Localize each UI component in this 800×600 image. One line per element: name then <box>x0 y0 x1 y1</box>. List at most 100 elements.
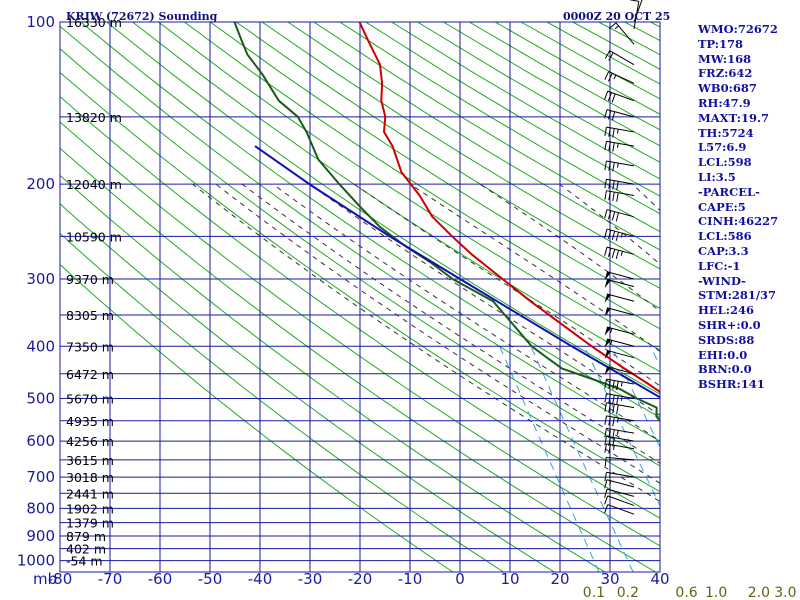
wind-barb-staff <box>606 140 635 147</box>
index-value: WB0:687 <box>698 81 757 96</box>
wind-barb-flag <box>629 0 639 2</box>
wind-barb-flag <box>608 444 611 454</box>
index-value: LCL:598 <box>698 155 752 170</box>
wind-barb-flag <box>612 394 615 404</box>
wind-barb-halfflag <box>613 74 617 80</box>
wind-barb-halfflag <box>616 143 619 148</box>
wind-barb-flag <box>608 22 617 30</box>
dry-adiabat <box>60 232 504 572</box>
wind-barb <box>604 338 635 348</box>
wind-barb-halfflag <box>609 480 612 486</box>
wind-barb-flag <box>604 436 607 446</box>
wind-barb-flag <box>611 231 616 240</box>
wind-barb-flag <box>612 380 615 390</box>
wind-barb-staff <box>606 190 635 197</box>
wind-barb-flag <box>608 436 611 446</box>
wind-barb-flag <box>604 402 607 412</box>
wind-barb <box>604 293 635 303</box>
wind-barb <box>604 471 635 482</box>
wind-barb-flag <box>616 395 619 405</box>
wind-barb-pennant <box>604 366 611 376</box>
mixing-ratio-line <box>499 346 600 572</box>
wind-barb-staff <box>606 109 635 118</box>
height-label: -54 m <box>66 554 103 569</box>
wind-barb-flag <box>604 495 609 505</box>
wind-barb-flag <box>604 489 608 498</box>
dry-adiabat <box>60 48 660 467</box>
dry-adiabat <box>80 22 660 418</box>
pressure-tick-label: 200 <box>26 175 55 193</box>
wind-barb-flag <box>608 379 611 389</box>
wind-barb <box>604 366 635 376</box>
wind-barb-staff <box>607 504 635 515</box>
parcel-trace <box>254 145 660 399</box>
height-label: 13820 m <box>66 110 122 125</box>
wind-barb-flag <box>604 160 607 170</box>
temperature-tick-label: 40 <box>650 570 669 588</box>
mixing-ratio-line <box>611 346 660 449</box>
wind-barb-staff <box>633 0 643 23</box>
mixing-ratio-label: 0.1 <box>583 585 605 600</box>
wind-barb <box>604 435 635 447</box>
wind-barb-flag <box>608 161 611 171</box>
wind-barb-flag <box>608 403 611 413</box>
wind-barb-flag <box>612 429 615 439</box>
index-value: SRDS:88 <box>698 332 755 347</box>
wind-barb-flag <box>611 111 616 121</box>
dry-adiabat <box>184 22 660 330</box>
wind-barb-halfflag <box>613 445 615 450</box>
moist-adiabat <box>409 183 660 353</box>
wind-barb <box>604 126 635 138</box>
wind-barb <box>604 307 635 317</box>
wind-barb-halfflag <box>616 417 619 423</box>
wind-barb <box>604 278 635 289</box>
wind-barb-flag <box>604 504 609 514</box>
index-value: TP:178 <box>698 36 744 51</box>
wind-barb-staff <box>606 293 635 302</box>
wind-barb-flag <box>611 93 616 103</box>
index-value: TH:5724 <box>698 125 754 140</box>
wind-barb-flag <box>616 404 619 414</box>
plot-frame <box>59 21 661 573</box>
wind-barb-pennant <box>604 327 611 336</box>
wind-barb <box>604 349 635 360</box>
wind-barb-flag <box>612 417 615 427</box>
wind-barb-flag <box>604 457 607 467</box>
pressure-tick-label: 500 <box>26 389 55 407</box>
mixing-ratio-label: 0.6 <box>675 585 697 600</box>
wind-barb <box>604 443 635 454</box>
wind-barb-staff <box>606 228 635 237</box>
dry-adiabat <box>261 22 660 270</box>
temperature-tick-label: 20 <box>550 570 569 588</box>
temperature-profile <box>358 22 660 394</box>
wind-barb-staff <box>608 71 635 84</box>
temperature-tick-label: -20 <box>348 570 373 588</box>
wind-barb <box>604 378 635 391</box>
wind-barb <box>604 488 635 498</box>
wind-barbs <box>604 0 643 515</box>
wind-barb-flag <box>615 232 620 242</box>
height-label: 7350 m <box>66 339 114 354</box>
wind-barb-flag <box>608 210 612 220</box>
index-value: HEL:246 <box>698 303 754 318</box>
wind-barb-flag <box>604 209 608 219</box>
pressure-tick-label: 800 <box>26 499 55 517</box>
wind-barb <box>604 178 635 191</box>
index-value: CAP:3.3 <box>698 243 749 258</box>
wind-barb-flag <box>611 211 616 221</box>
wind-barb <box>604 402 635 414</box>
height-label: 10590 m <box>66 229 122 244</box>
dry-adiabat <box>158 22 660 351</box>
wind-barb-halfflag <box>610 340 613 345</box>
pressure-tick-label: 1000 <box>17 552 55 570</box>
dry-adiabat <box>60 147 656 572</box>
temperature-tick-label: 10 <box>500 570 519 588</box>
wind-barb-halfflag <box>620 251 623 256</box>
wind-barb-staff <box>606 246 635 255</box>
index-value: CINH:46227 <box>698 214 779 229</box>
wind-barb-halfflag <box>620 381 623 387</box>
wind-barb <box>604 504 635 515</box>
wind-barb <box>604 209 635 222</box>
index-value: -WIND- <box>698 273 746 288</box>
